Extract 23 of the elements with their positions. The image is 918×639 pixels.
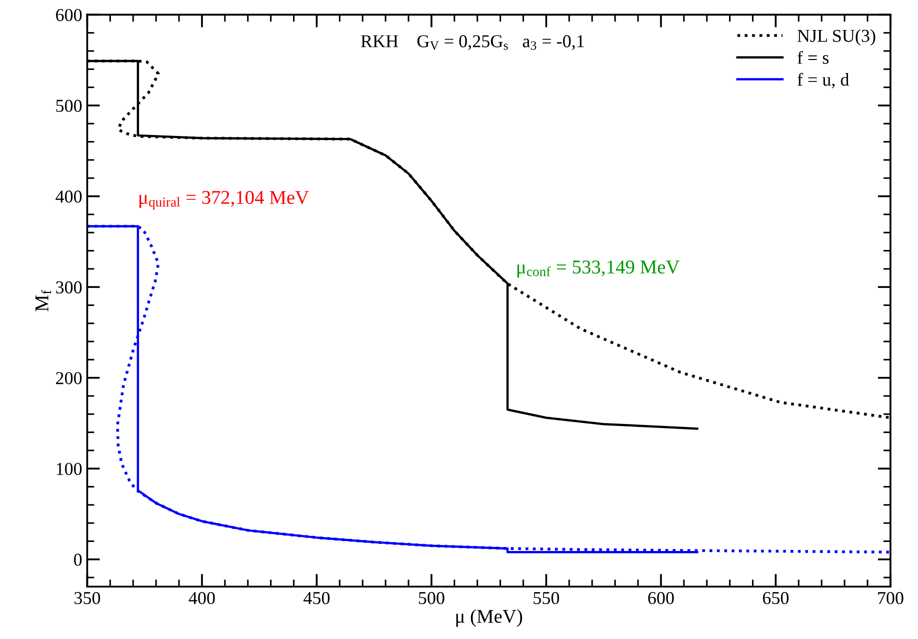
x-tick-label: 350 bbox=[74, 592, 100, 604]
text: RKH G$_{V}$ = 0,25G$_{s}$ a$_{3}$ = -0,1 bbox=[360, 35, 584, 50]
x-tick-label: 550 bbox=[534, 592, 560, 604]
y-axis-title: M$_{f}$ bbox=[36, 290, 51, 312]
annotation: μ$_{quiral}$ = 372,104 MeV bbox=[140, 190, 309, 210]
y-tick-label: 0 bbox=[74, 554, 82, 566]
annotation: μ$_{conf}$ = 533,149 MeV bbox=[517, 260, 680, 278]
x-tick-label: 650 bbox=[762, 592, 789, 604]
x-tick-label: 450 bbox=[304, 592, 330, 604]
y-tick-label: 200 bbox=[56, 372, 82, 384]
x-tick-label: 600 bbox=[648, 592, 674, 604]
legend-label: f = s bbox=[798, 50, 829, 64]
legend-label: NJL SU(3) bbox=[797, 29, 876, 46]
y-tick-label: 600 bbox=[56, 8, 82, 22]
x-tick-label: 500 bbox=[418, 592, 444, 604]
x-tick-label: 400 bbox=[188, 592, 215, 604]
y-tick-label: 300 bbox=[56, 281, 82, 294]
x-axis-title: μ (MeV) bbox=[456, 609, 522, 627]
y-tick-label: 400 bbox=[56, 190, 82, 203]
x-tick-label: 700 bbox=[878, 592, 904, 604]
y-tick-label: 500 bbox=[56, 100, 82, 112]
y-tick-label: 100 bbox=[56, 462, 82, 476]
legend-label: f = u, d bbox=[798, 72, 850, 88]
